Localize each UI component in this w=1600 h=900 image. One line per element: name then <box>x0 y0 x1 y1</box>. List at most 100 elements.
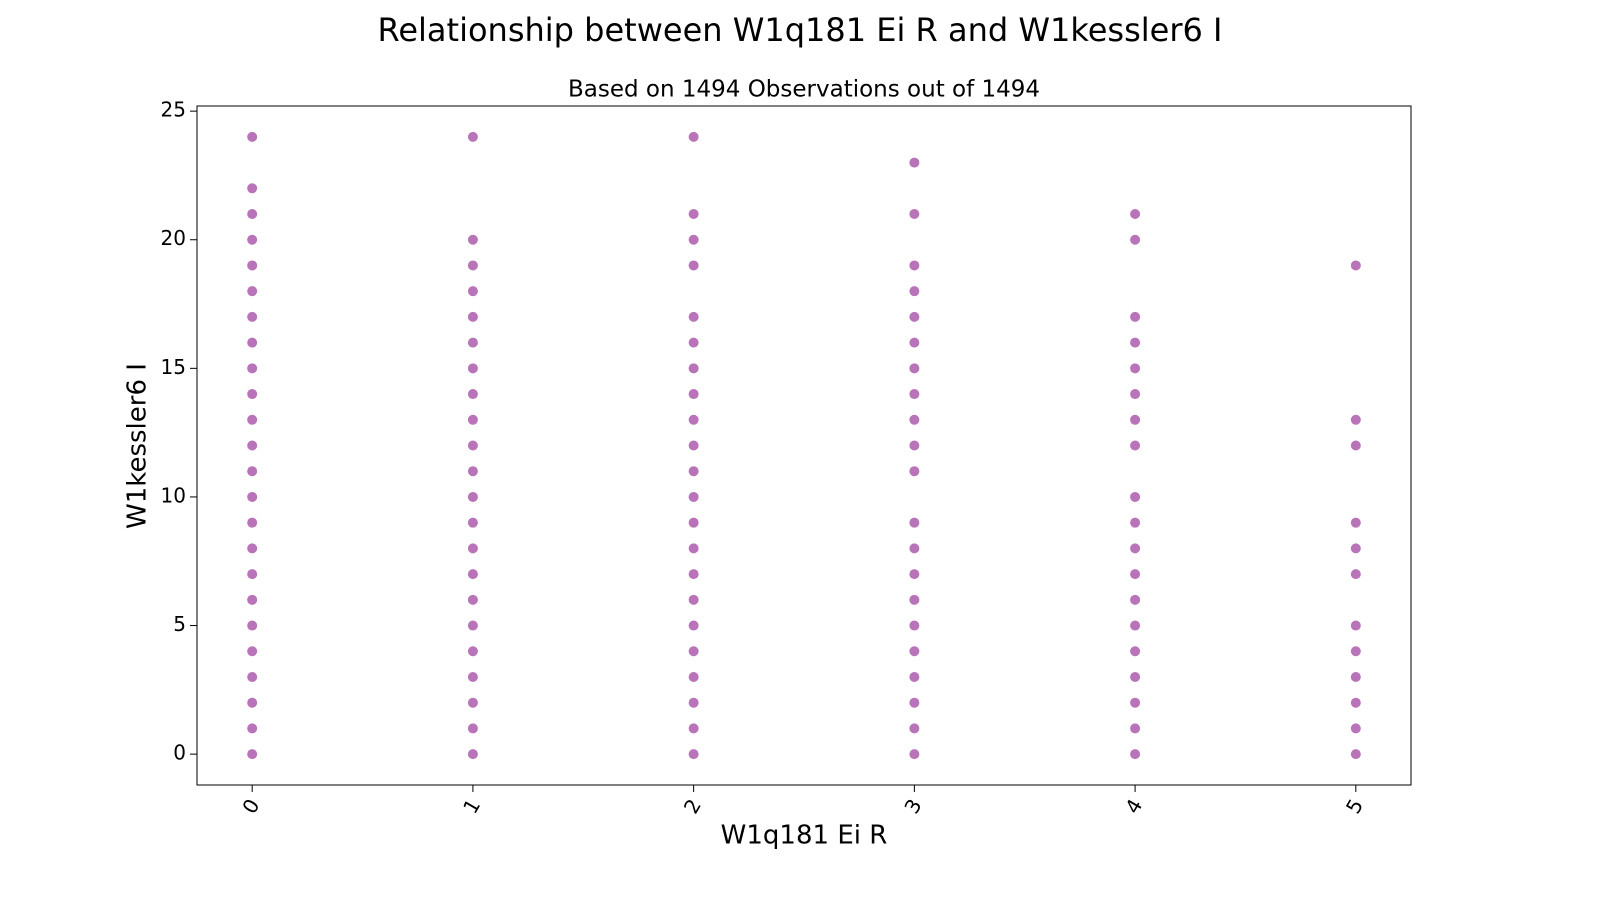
y-tick-label: 20 <box>161 226 186 250</box>
point <box>909 697 920 708</box>
point <box>909 311 920 322</box>
point <box>909 543 920 554</box>
point <box>247 260 258 271</box>
point <box>1130 594 1141 605</box>
point <box>909 569 920 580</box>
point <box>247 671 258 682</box>
plot-frame <box>196 105 1412 786</box>
point <box>688 440 699 451</box>
point <box>1130 311 1141 322</box>
point <box>467 466 478 477</box>
point <box>688 234 699 245</box>
point <box>247 389 258 400</box>
point <box>247 517 258 528</box>
point <box>688 517 699 528</box>
point <box>247 286 258 297</box>
point <box>247 209 258 220</box>
point <box>909 749 920 760</box>
point <box>467 414 478 425</box>
point <box>467 234 478 245</box>
point <box>909 466 920 477</box>
point <box>909 337 920 348</box>
point <box>467 517 478 528</box>
point <box>1130 620 1141 631</box>
point <box>688 414 699 425</box>
point <box>467 749 478 760</box>
point <box>247 646 258 657</box>
point <box>1130 543 1141 554</box>
point <box>688 671 699 682</box>
point <box>467 671 478 682</box>
point <box>688 363 699 374</box>
point <box>1130 363 1141 374</box>
point <box>688 620 699 631</box>
y-axis-label: W1kessler6 I <box>123 363 153 529</box>
point <box>688 131 699 142</box>
point <box>688 209 699 220</box>
point <box>1130 234 1141 245</box>
point <box>1130 414 1141 425</box>
x-tick-label: 0 <box>237 795 264 818</box>
point <box>247 569 258 580</box>
point <box>467 620 478 631</box>
point <box>467 543 478 554</box>
x-tick-label: 3 <box>899 795 926 818</box>
point <box>467 491 478 502</box>
point <box>688 337 699 348</box>
point <box>909 286 920 297</box>
point <box>467 646 478 657</box>
point <box>688 260 699 271</box>
y-tick-label: 15 <box>161 355 186 379</box>
point <box>1130 697 1141 708</box>
point <box>688 749 699 760</box>
point <box>688 466 699 477</box>
point <box>1130 209 1141 220</box>
point <box>1350 543 1361 554</box>
y-tick-label: 10 <box>161 483 186 507</box>
point <box>247 466 258 477</box>
point <box>909 414 920 425</box>
point <box>467 311 478 322</box>
point <box>909 440 920 451</box>
point <box>467 697 478 708</box>
point <box>247 337 258 348</box>
point <box>1350 646 1361 657</box>
point <box>909 157 920 168</box>
point <box>467 363 478 374</box>
point <box>247 697 258 708</box>
point <box>1130 389 1141 400</box>
point <box>247 414 258 425</box>
point <box>909 260 920 271</box>
point <box>467 594 478 605</box>
point <box>909 594 920 605</box>
y-tick-label: 5 <box>173 612 186 636</box>
point <box>247 620 258 631</box>
point <box>688 569 699 580</box>
point <box>247 183 258 194</box>
point <box>1130 646 1141 657</box>
point <box>909 363 920 374</box>
point <box>688 311 699 322</box>
point <box>1130 671 1141 682</box>
point <box>247 440 258 451</box>
chart-title: Relationship between W1q181 Ei R and W1k… <box>378 11 1223 49</box>
point <box>688 491 699 502</box>
point <box>1130 723 1141 734</box>
point <box>909 517 920 528</box>
x-tick-label: 4 <box>1120 795 1147 818</box>
point <box>1350 671 1361 682</box>
point <box>909 620 920 631</box>
point <box>909 389 920 400</box>
x-tick-label: 1 <box>458 795 485 818</box>
point <box>1130 491 1141 502</box>
chart-subtitle: Based on 1494 Observations out of 1494 <box>568 77 1040 103</box>
point <box>1350 414 1361 425</box>
point <box>909 209 920 220</box>
point <box>467 723 478 734</box>
point <box>688 723 699 734</box>
point <box>1350 723 1361 734</box>
point <box>247 131 258 142</box>
point <box>467 569 478 580</box>
